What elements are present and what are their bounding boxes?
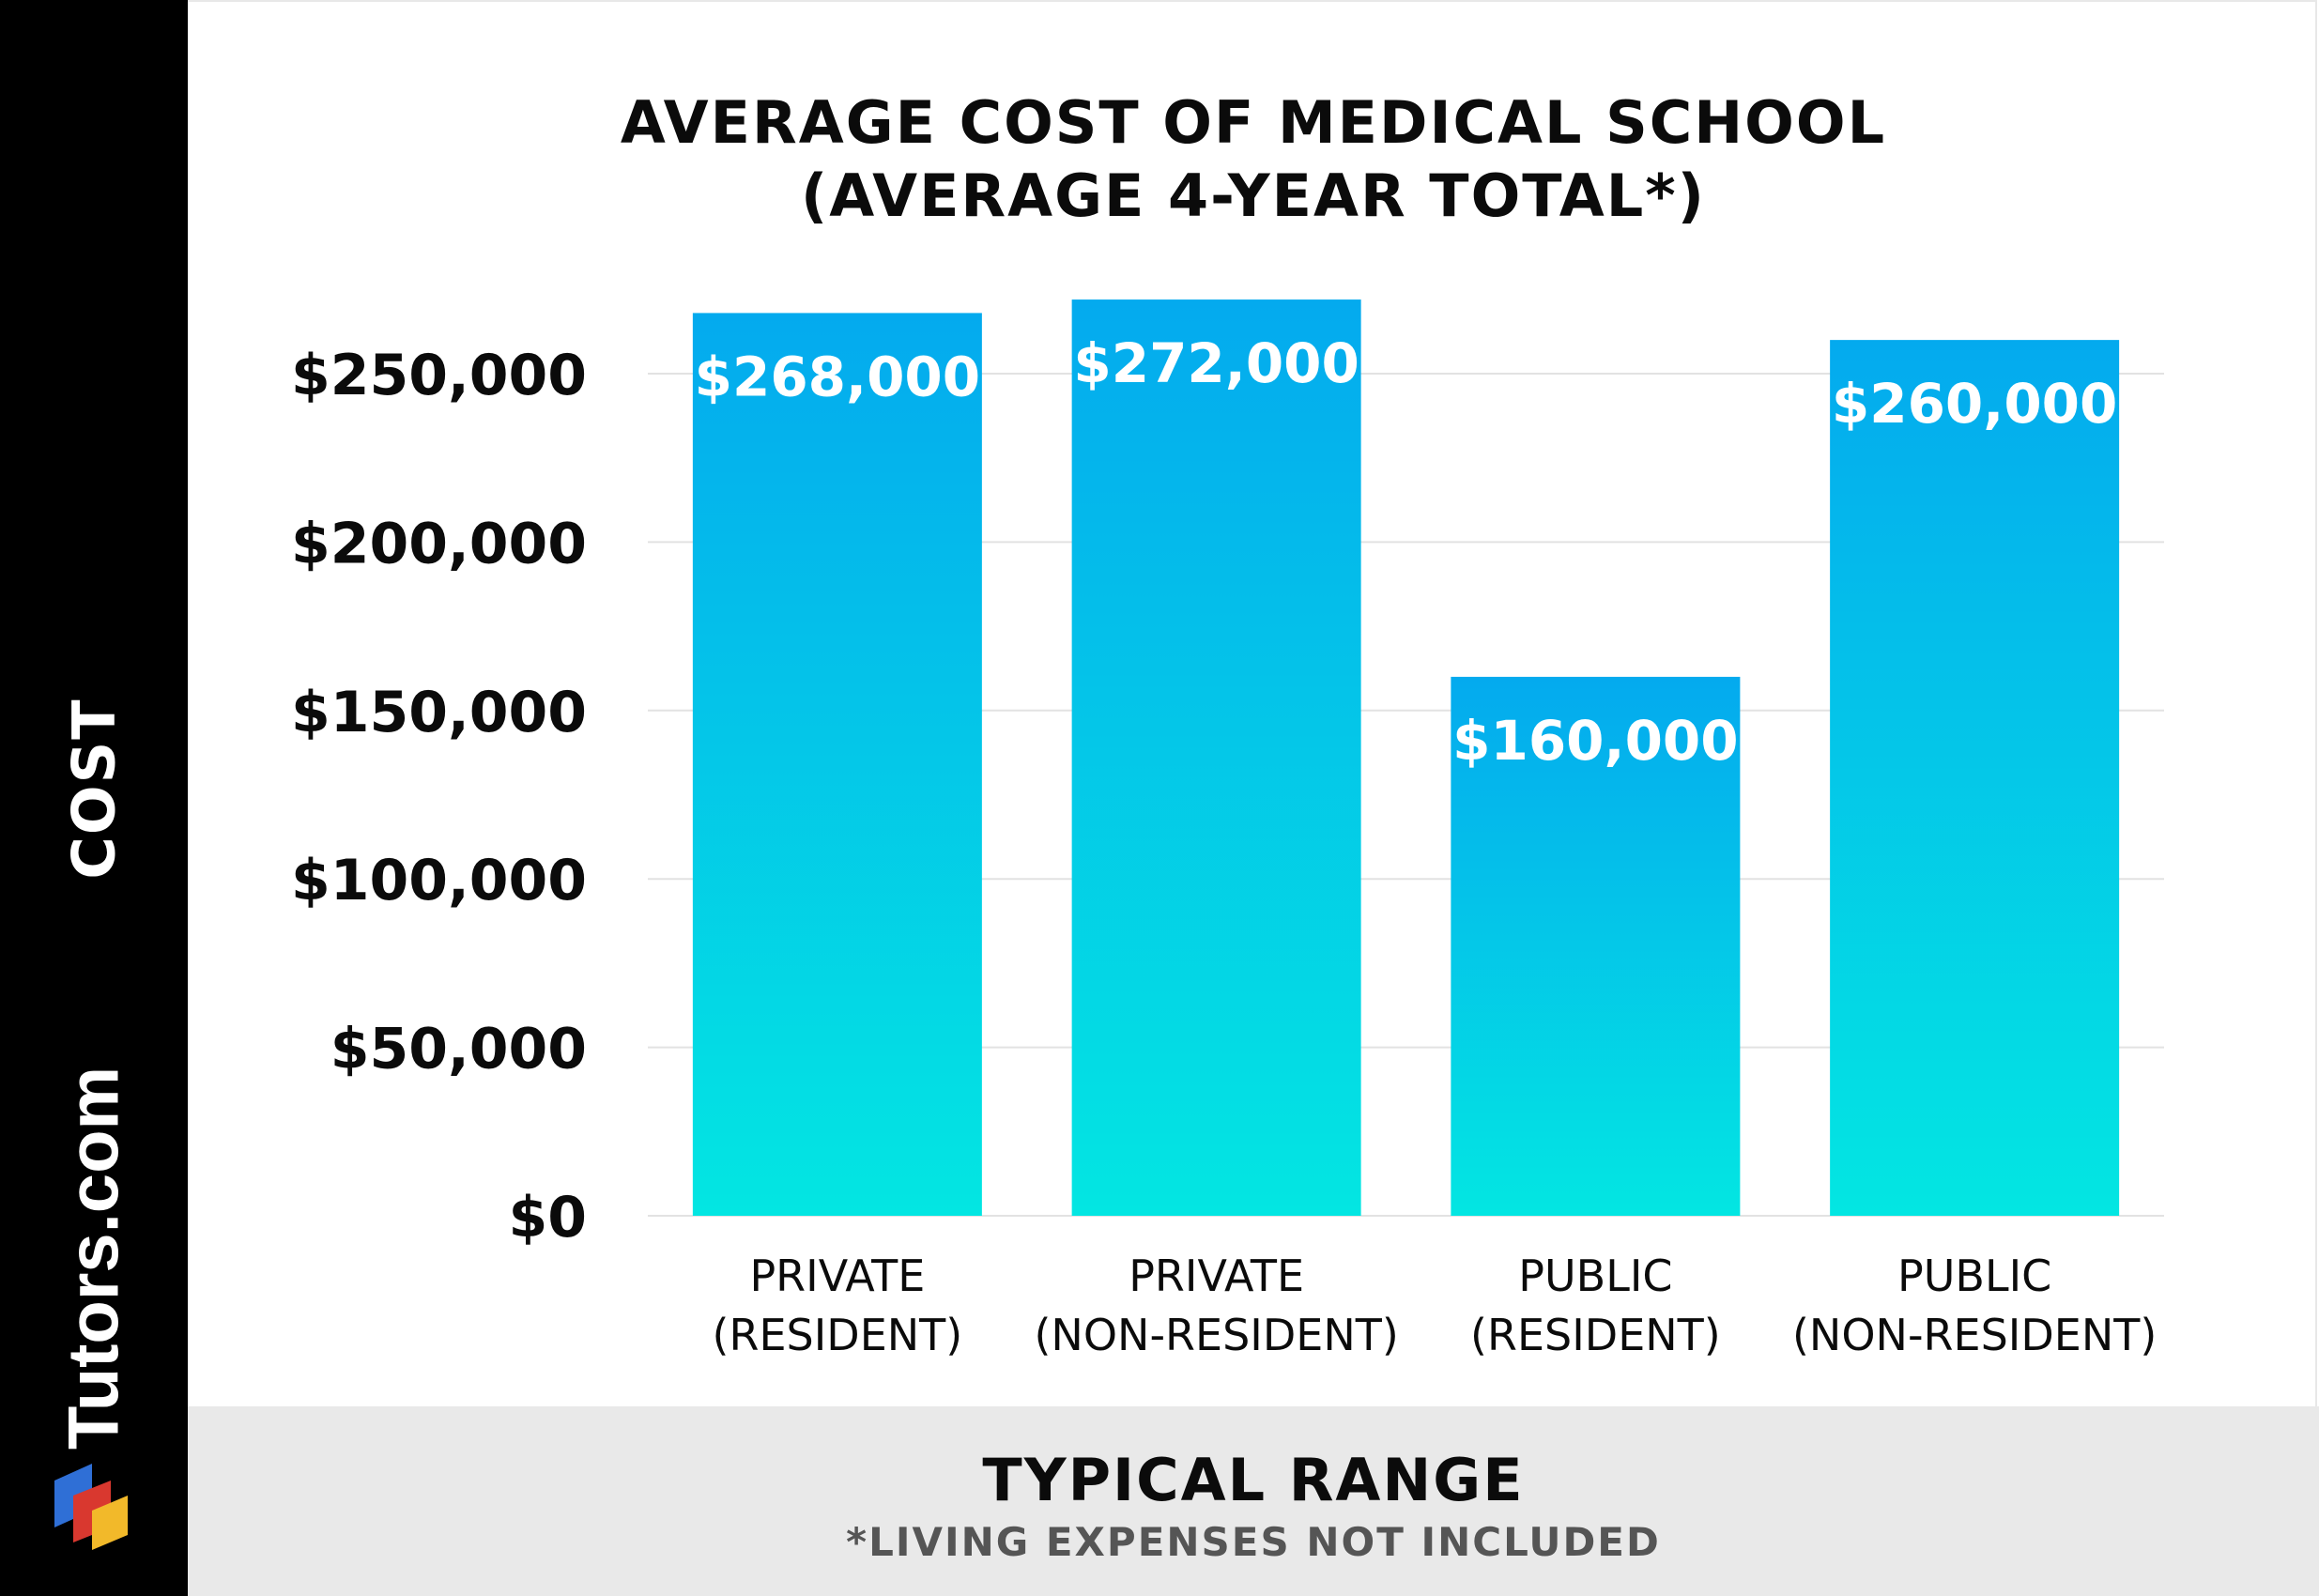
bar xyxy=(692,313,982,1216)
x-category-label: (NON-RESIDENT) xyxy=(1034,1310,1398,1360)
bar-value-label: $260,000 xyxy=(1832,372,2118,436)
footnote: *LIVING EXPENSES NOT INCLUDED xyxy=(846,1519,1661,1565)
x-category-label: PRIVATE xyxy=(1129,1251,1304,1301)
y-tick-label: $150,000 xyxy=(291,680,587,745)
brand-sidebar xyxy=(0,0,188,1596)
y-tick-label: $50,000 xyxy=(330,1017,587,1082)
x-category-label: PUBLIC xyxy=(1518,1251,1672,1301)
chart-title-line2: (AVERAGE 4-YEAR TOTAL*) xyxy=(800,161,1707,230)
x-axis-label: TYPICAL RANGE xyxy=(982,1446,1525,1514)
x-category-label: (RESIDENT) xyxy=(713,1310,963,1360)
chart-title: AVERAGE COST OF MEDICAL SCHOOL (AVERAGE … xyxy=(188,86,2319,233)
x-category-label: (NON-RESIDENT) xyxy=(1792,1310,2157,1360)
bar xyxy=(1830,340,2120,1216)
y-tick-label: $0 xyxy=(509,1185,588,1251)
x-category-label: PRIVATE xyxy=(749,1251,925,1301)
bar xyxy=(1071,299,1361,1217)
y-tick-label: $100,000 xyxy=(291,848,587,913)
tutors-cube-logo-icon xyxy=(54,1464,128,1550)
chart-title-line1: AVERAGE COST OF MEDICAL SCHOOL xyxy=(620,88,1887,157)
bar-value-label: $268,000 xyxy=(695,345,981,408)
bar xyxy=(1451,676,1741,1216)
x-category-label: (RESIDENT) xyxy=(1470,1310,1721,1360)
bar-value-label: $272,000 xyxy=(1073,331,1359,395)
bar-value-label: $160,000 xyxy=(1452,709,1739,773)
chart-footer xyxy=(188,1406,2319,1596)
x-category-label: PUBLIC xyxy=(1897,1251,2051,1301)
y-tick-label: $250,000 xyxy=(291,343,587,408)
y-tick-label: $200,000 xyxy=(291,511,587,576)
logo-face-yellow xyxy=(92,1496,128,1550)
